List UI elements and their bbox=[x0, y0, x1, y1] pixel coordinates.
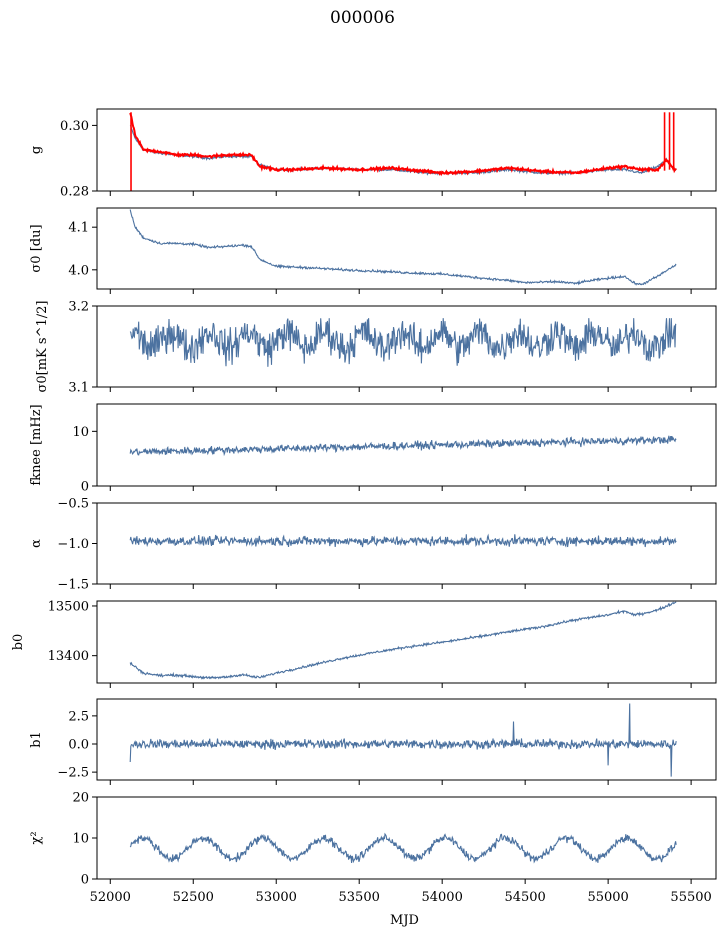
series-line bbox=[129, 209, 677, 286]
y-tick-label: −1.5 bbox=[57, 578, 89, 593]
x-tick-label: 53000 bbox=[256, 890, 297, 905]
panel-frame bbox=[96, 207, 717, 290]
y-axis-label: fknee [mHz] bbox=[29, 404, 44, 485]
series-line bbox=[129, 435, 677, 457]
x-tick-label: 55000 bbox=[587, 890, 628, 905]
y-tick-label: 13500 bbox=[48, 599, 89, 614]
panel-frame bbox=[96, 600, 717, 684]
y-axis-label: b0 bbox=[11, 634, 26, 651]
y-tick-label: 0.0 bbox=[68, 738, 89, 753]
series-line bbox=[129, 318, 677, 367]
y-tick-label: 3.2 bbox=[68, 300, 89, 315]
overlay-line bbox=[129, 112, 677, 177]
y-axis-label: χ² bbox=[29, 831, 44, 844]
y-tick-label: −1.0 bbox=[57, 537, 89, 552]
series-line bbox=[129, 832, 677, 864]
y-tick-label: 13400 bbox=[48, 649, 89, 664]
figure-title: 000006 bbox=[330, 8, 395, 28]
y-tick-label: 20 bbox=[72, 791, 89, 806]
y-axis-label: α bbox=[29, 539, 44, 548]
panel-frame bbox=[96, 305, 717, 388]
y-tick-label: 4.0 bbox=[68, 263, 89, 278]
y-tick-label: −2.5 bbox=[57, 766, 89, 781]
series-line bbox=[129, 601, 677, 680]
y-tick-label: 0.30 bbox=[60, 119, 89, 134]
y-axis-label: σ0[mK s^1/2] bbox=[35, 301, 50, 393]
y-axis-label: σ0 [du] bbox=[29, 224, 44, 272]
series-line bbox=[129, 703, 677, 777]
series-line bbox=[129, 533, 677, 548]
series-line bbox=[129, 124, 677, 177]
x-tick-label: 55500 bbox=[670, 890, 711, 905]
y-tick-label: 4.1 bbox=[68, 221, 89, 236]
x-tick-label: 52500 bbox=[173, 890, 214, 905]
x-tick-label: 52000 bbox=[90, 890, 131, 905]
x-tick-label: 53500 bbox=[339, 890, 380, 905]
y-tick-label: 10 bbox=[72, 832, 89, 847]
y-tick-label: −0.5 bbox=[57, 497, 89, 512]
x-axis-label: MJD bbox=[390, 913, 419, 928]
y-tick-label: 0 bbox=[81, 873, 89, 888]
y-axis-label: g bbox=[29, 146, 44, 154]
y-tick-label: 0 bbox=[81, 480, 89, 495]
y-tick-label: 0.28 bbox=[60, 185, 89, 200]
y-tick-label: 10 bbox=[72, 425, 89, 440]
panel-frame bbox=[96, 403, 717, 487]
y-axis-label: b1 bbox=[29, 731, 44, 748]
panel-frame bbox=[96, 796, 717, 880]
y-tick-label: 3.1 bbox=[68, 381, 89, 396]
y-tick-label: 2.5 bbox=[68, 709, 89, 724]
x-tick-label: 54000 bbox=[421, 890, 462, 905]
x-tick-label: 54500 bbox=[504, 890, 545, 905]
panel-frame bbox=[96, 108, 717, 192]
panel-frame bbox=[96, 698, 717, 781]
